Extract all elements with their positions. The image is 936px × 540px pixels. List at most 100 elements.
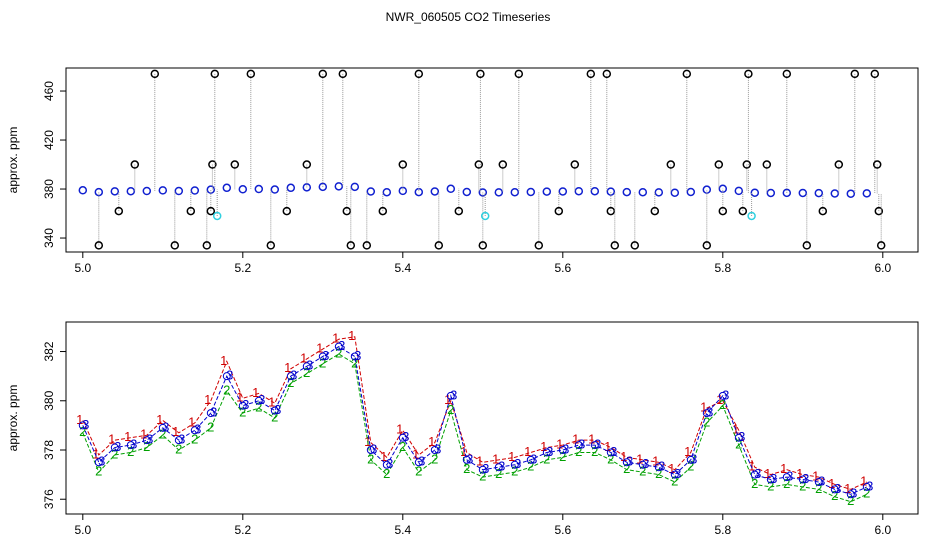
point-glyph: 2 [303, 365, 310, 380]
point [872, 160, 882, 169]
point-glyph: 2 [399, 439, 406, 454]
point [798, 475, 807, 484]
point-glyph: 2 [479, 469, 486, 484]
point-glyph: 2 [95, 464, 102, 479]
x-tick-label: 5.6 [554, 523, 571, 537]
point-glyph: 1 [652, 454, 659, 469]
point-glyph: 2 [447, 402, 454, 417]
point [570, 160, 580, 169]
point-glyph: 2 [575, 444, 582, 459]
point-glyph: 2 [831, 488, 838, 503]
point-glyph: 3 [642, 456, 649, 471]
point-glyph: 3 [514, 456, 521, 471]
point-glyph: 2 [751, 476, 758, 491]
point-glyph: 3 [306, 358, 313, 373]
point-glyph: 1 [620, 449, 627, 464]
point [230, 160, 240, 169]
point-glyph: 1 [268, 395, 275, 410]
point-glyph: 3 [338, 338, 345, 353]
point [862, 189, 872, 198]
point [190, 186, 200, 195]
point [150, 69, 160, 79]
y-tick-label: 378 [42, 440, 56, 460]
point-glyph: 1 [684, 444, 691, 459]
point-glyph: 3 [82, 417, 89, 432]
point [834, 160, 844, 169]
point [798, 188, 808, 198]
point-glyph: 3 [114, 439, 121, 454]
point [318, 182, 328, 192]
point [238, 401, 247, 410]
point-glyph: 3 [386, 456, 393, 471]
point-glyph: 2 [319, 355, 326, 370]
series-line [82, 336, 868, 490]
point [766, 188, 776, 198]
point [430, 187, 440, 196]
point-glyph: 1 [812, 469, 819, 484]
point-glyph: 2 [591, 444, 598, 459]
point-glyph: 1 [76, 412, 83, 427]
point-glyph: 3 [226, 368, 233, 383]
point-glyph: 2 [703, 414, 710, 429]
point [514, 69, 524, 79]
point-glyph: 3 [178, 432, 185, 447]
point-glyph: 1 [140, 427, 147, 442]
point-glyph: 2 [143, 439, 150, 454]
point [558, 446, 567, 454]
point-glyph: 3 [546, 444, 553, 459]
point-glyph: 1 [556, 437, 563, 452]
plot-area [78, 69, 886, 250]
point [718, 391, 727, 400]
point-glyph: 3 [530, 451, 537, 466]
point [382, 460, 391, 469]
point-glyph: 3 [130, 437, 137, 452]
point [750, 188, 760, 197]
point [874, 206, 884, 216]
point-glyph: 1 [700, 400, 707, 415]
point-glyph: 3 [754, 466, 761, 481]
point [350, 352, 359, 361]
point [338, 69, 348, 79]
point [110, 187, 120, 196]
point-glyph: 2 [847, 493, 854, 508]
point [850, 69, 860, 79]
point-glyph: 3 [818, 473, 825, 488]
plot-frame [65, 67, 919, 253]
point-glyph: 2 [111, 446, 118, 461]
point-glyph: 3 [370, 441, 377, 456]
point-glyph: 3 [770, 471, 777, 486]
point [366, 446, 375, 454]
x-tick-label: 5.4 [394, 523, 411, 537]
point [158, 186, 168, 195]
x-tick-label: 5.0 [74, 261, 91, 275]
point-glyph: 3 [146, 432, 153, 447]
point [802, 241, 812, 250]
point [606, 448, 615, 457]
point [78, 421, 87, 430]
point [254, 184, 264, 194]
point [254, 396, 263, 405]
point-glyph: 1 [220, 353, 227, 368]
point [750, 470, 759, 479]
point-glyph: 1 [124, 429, 131, 444]
x-tick-label: 5.8 [714, 261, 731, 275]
point-glyph: 1 [476, 454, 483, 469]
point [478, 465, 487, 474]
point [610, 241, 620, 250]
point-glyph: 2 [351, 355, 358, 370]
point [414, 69, 424, 79]
point-glyph: 3 [658, 459, 665, 474]
y-tick-label: 460 [42, 81, 56, 101]
point [574, 186, 584, 196]
point [542, 448, 551, 457]
point [630, 241, 640, 250]
point [534, 241, 544, 250]
y-tick-label: 380 [42, 390, 56, 410]
point [782, 69, 792, 79]
point-glyph: 1 [844, 481, 851, 496]
point-glyph: 1 [764, 466, 771, 481]
point-glyph: 1 [716, 392, 723, 407]
point [208, 160, 217, 169]
